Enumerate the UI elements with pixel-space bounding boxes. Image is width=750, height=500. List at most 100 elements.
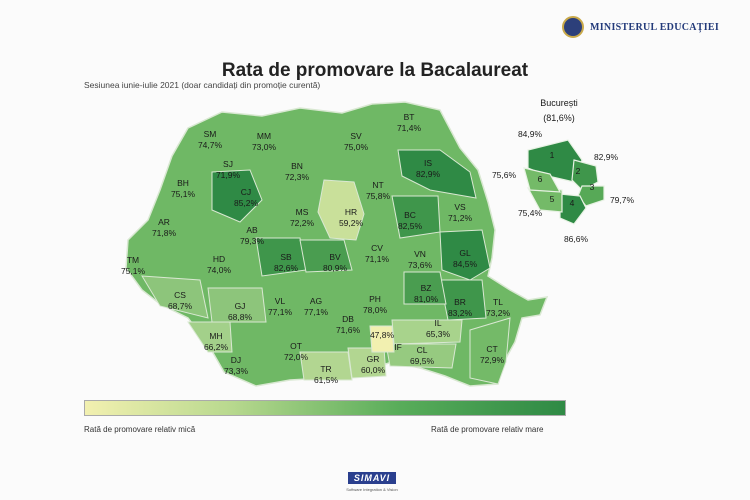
county-value-db: 71,6% [336,325,361,335]
bucuresti-sector-labels: 1 84,9% 2 82,9% 3 79,7% 4 86,6% 5 75,4% 6 75,6% [492,129,635,244]
bucuresti-sector-id-6: 6 [538,174,543,184]
county-code-dj: DJ [231,355,241,365]
county-value-cs: 68,7% [168,301,193,311]
region-if [369,325,395,353]
region-bv [299,239,353,273]
county-value-bn: 72,3% [285,172,310,182]
county-code-tr: TR [320,364,331,374]
county-code-ct: CT [486,344,497,354]
county-value-tr: 61,5% [314,375,339,385]
region-is [397,149,477,199]
county-value-tl: 73,2% [486,308,511,318]
region-br [439,279,487,321]
legend-low-label: Rată de promovare relativ mică [84,425,196,434]
county-code-if: IF [394,342,402,352]
county-value-vs: 71,2% [448,213,473,223]
county-labels: SM74,7%MM73,0%BT71,4%SV75,0%SJ71,9%BN72,… [121,112,511,385]
county-code-il: IL [434,318,441,328]
bucuresti-sector-value-2: 82,9% [594,152,619,162]
county-value-sm: 74,7% [198,140,223,150]
county-value-ag: 77,1% [304,307,329,317]
bucuresti-sector-value-3: 79,7% [610,195,635,205]
region-cs [141,275,209,319]
county-value-mm: 73,0% [252,142,277,152]
region-bz [403,271,447,305]
bucuresti-title: București [540,98,578,108]
county-value-vl: 77,1% [268,307,293,317]
county-value-ms: 72,2% [290,218,315,228]
county-code-cv: CV [371,243,383,253]
county-value-gj: 68,8% [228,312,253,322]
county-value-gl: 84,5% [453,259,478,269]
ministry-name: MINISTERUL EDUCAȚIEI [590,21,720,33]
county-code-tm: TM [127,255,139,265]
county-code-mh: MH [209,331,222,341]
county-code-bt: BT [404,112,415,122]
simavi-brand: SIMAVI [347,472,397,484]
county-value-bt: 71,4% [397,123,422,133]
region-hr [317,179,365,241]
county-value-hd: 74,0% [207,265,232,275]
county-value-if: 47,8% [370,330,395,340]
county-value-mh: 66,2% [204,342,229,352]
bucuresti-overall: (81,6%) [543,113,575,123]
region-mh [187,321,233,353]
region-ct [469,317,511,385]
county-value-sv: 75,0% [344,142,369,152]
county-code-ot: OT [290,341,302,351]
bucuresti-sector-id-3: 3 [590,182,595,192]
county-code-ar: AR [158,217,170,227]
county-value-ot: 72,0% [284,352,309,362]
county-code-ph: PH [369,294,381,304]
region-cl [385,343,457,369]
county-value-cl: 69,5% [410,356,435,366]
county-code-gj: GJ [235,301,246,311]
bucuresti-sector-value-1: 84,9% [518,129,543,139]
county-value-cv: 71,1% [365,254,390,264]
county-code-bv: BV [329,252,341,262]
county-code-db: DB [342,314,354,324]
region-bc [391,195,441,239]
county-code-nt: NT [372,180,383,190]
region-gl [439,229,491,281]
county-value-sb: 82,6% [274,263,299,273]
bucuresti-sector-id-4: 4 [570,198,575,208]
bucuresti-sector-value-5: 75,4% [518,208,543,218]
county-value-ar: 71,8% [152,228,177,238]
bucuresti-sector-id-2: 2 [576,166,581,176]
county-code-sb: SB [280,252,292,262]
county-code-bc: BC [404,210,416,220]
region-il [391,319,463,345]
bucuresti-sector-value-6: 75,6% [492,170,517,180]
bucuresti-sector-value-4: 86,6% [564,234,589,244]
county-value-dj: 73,3% [224,366,249,376]
bucuresti-inset [523,139,605,225]
county-value-bh: 75,1% [171,189,196,199]
county-value-sj: 71,9% [216,170,241,180]
county-value-bc: 82,5% [398,221,423,231]
county-value-hr: 59,2% [339,218,364,228]
county-code-vn: VN [414,249,426,259]
county-value-vn: 73,6% [408,260,433,270]
legend-gradient-bar [84,400,566,416]
county-code-ms: MS [296,207,309,217]
county-value-ct: 72,9% [480,355,505,365]
county-value-ph: 78,0% [363,305,388,315]
county-code-gl: GL [459,248,471,258]
county-code-cl: CL [417,345,428,355]
county-code-tl: TL [493,297,503,307]
ministry-logo: MINISTERUL EDUCAȚIEI [562,16,719,38]
county-code-hd: HD [213,254,225,264]
bucuresti-sector-id-1: 1 [550,150,555,160]
bucuresti-sector-6 [523,167,562,193]
county-value-cj: 85,2% [234,198,259,208]
county-code-bh: BH [177,178,189,188]
region-gj [207,287,267,323]
county-code-bn: BN [291,161,303,171]
county-code-is: IS [424,158,432,168]
county-code-cs: CS [174,290,186,300]
county-value-il: 65,3% [426,329,451,339]
county-code-cj: CJ [241,187,251,197]
county-code-vs: VS [454,202,466,212]
